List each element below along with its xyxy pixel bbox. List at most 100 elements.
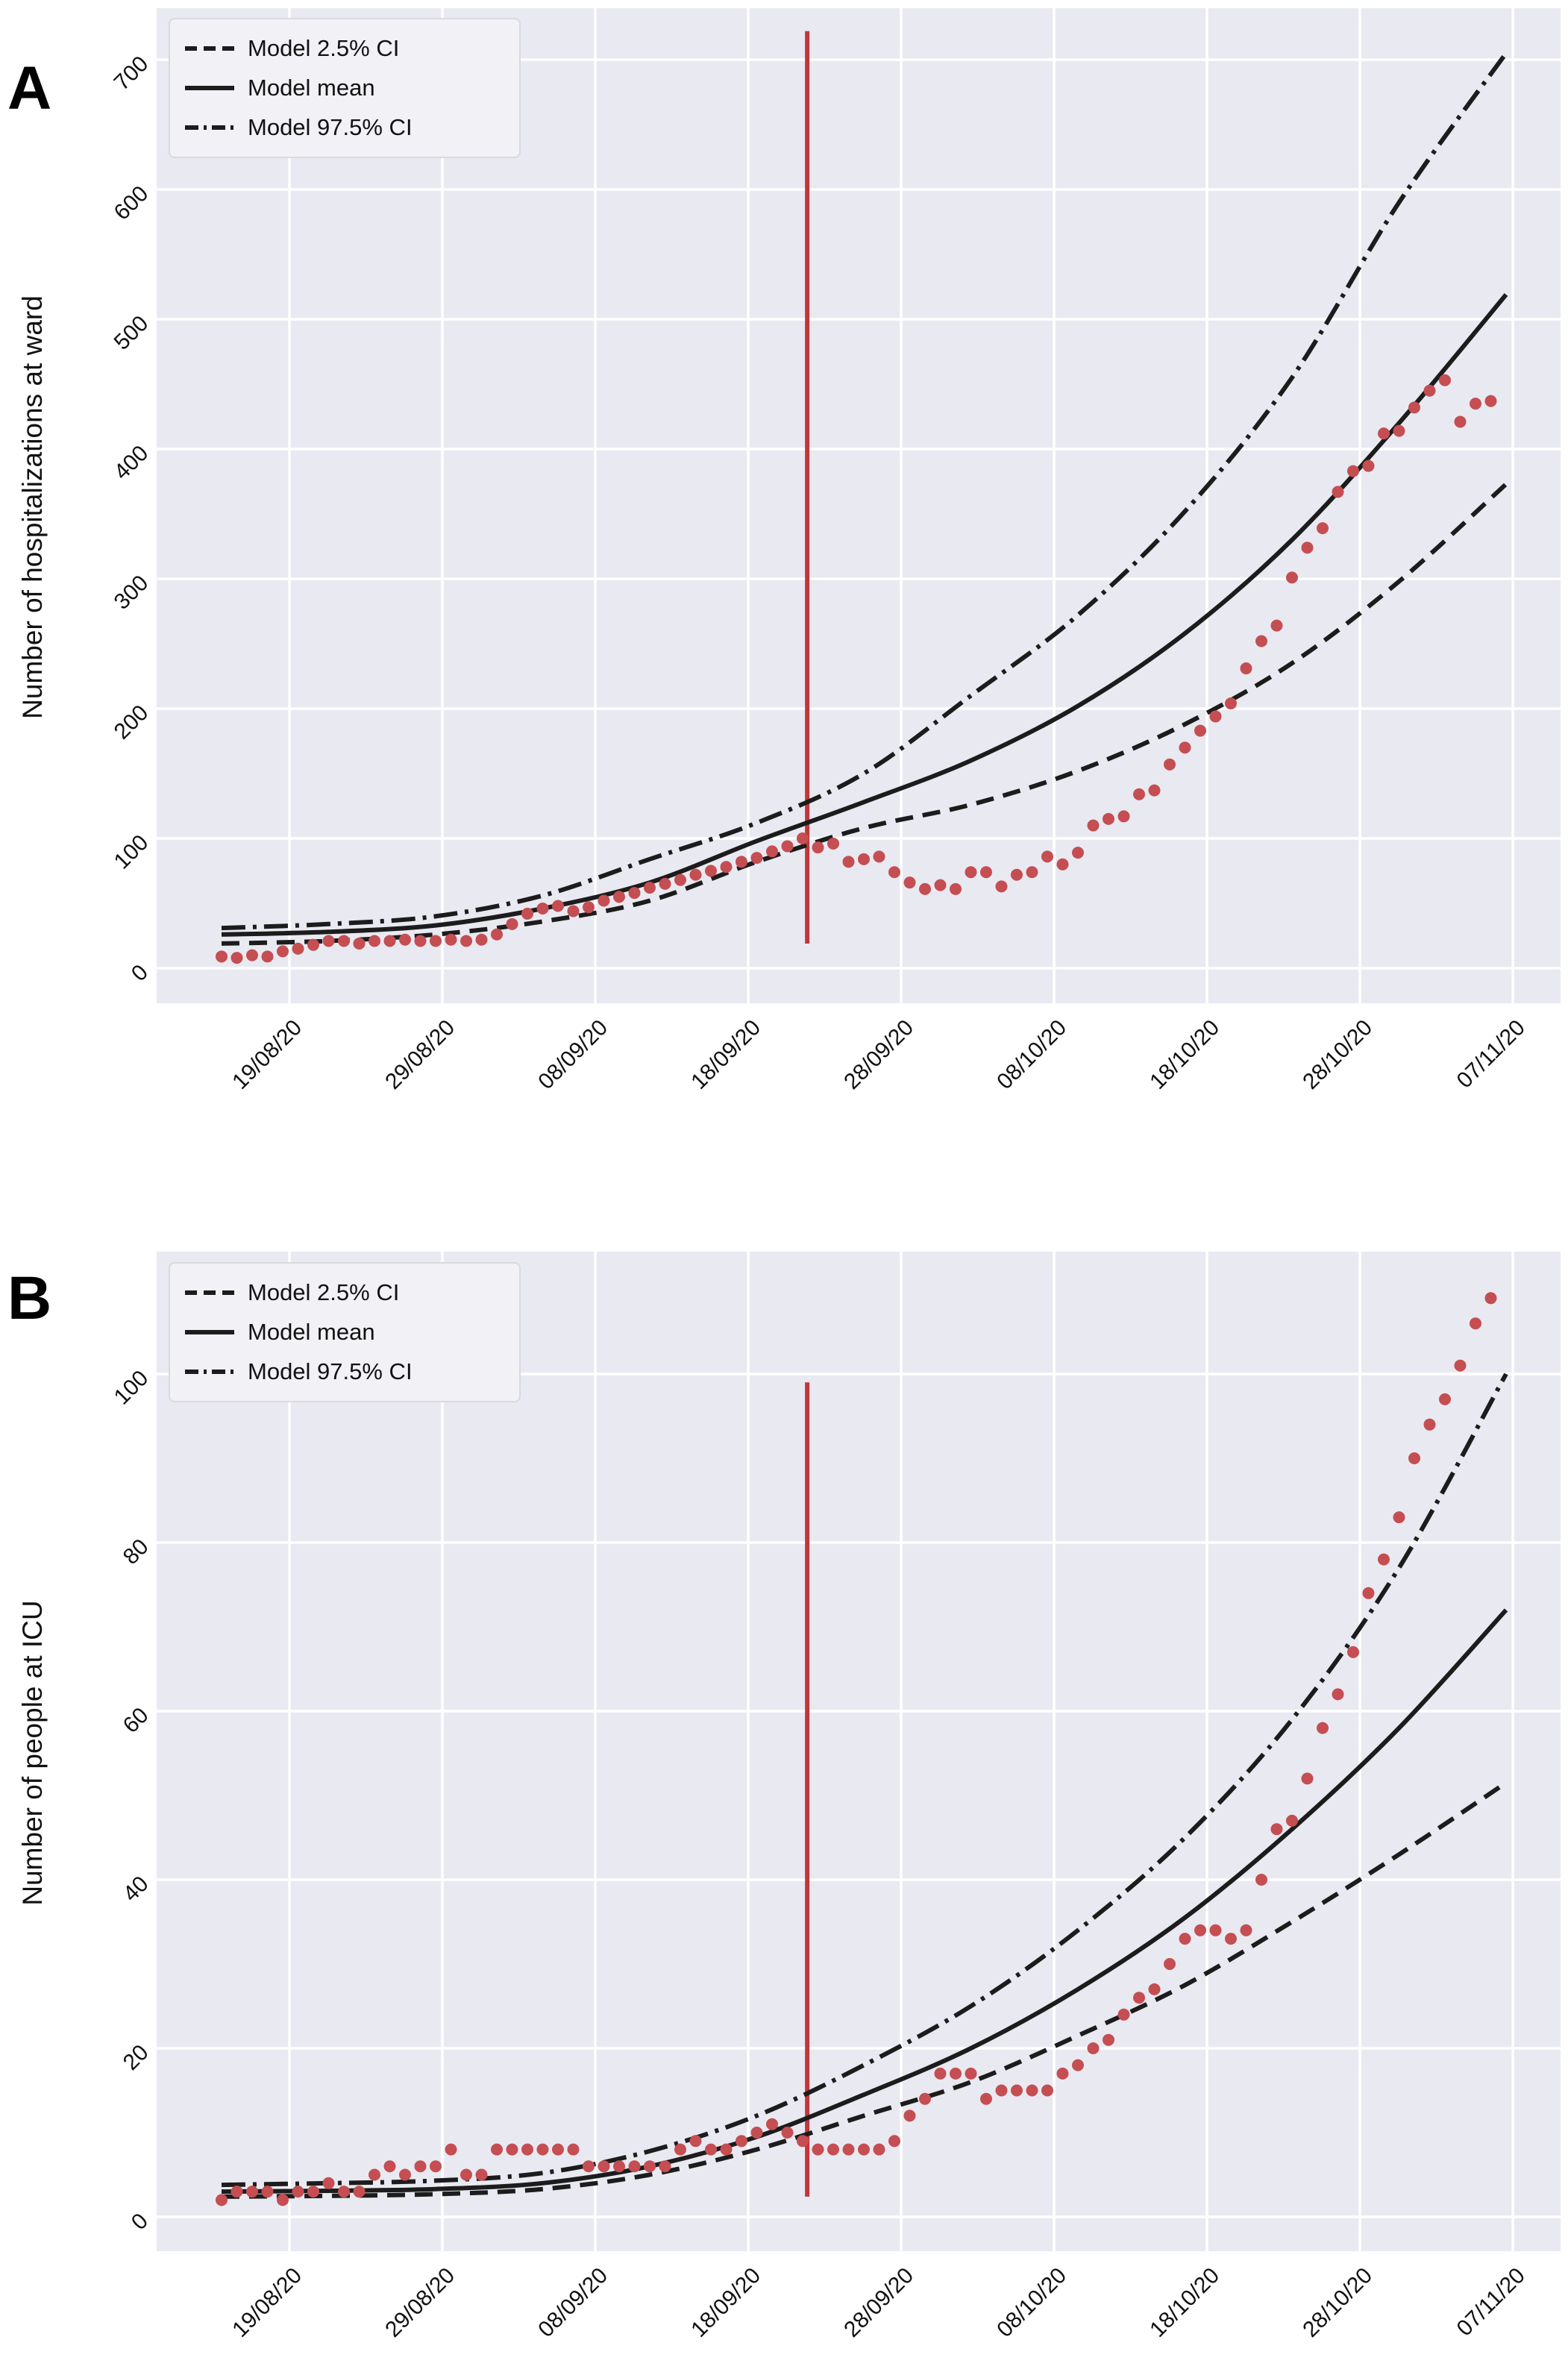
panel-a-chart-svg (157, 8, 1561, 1003)
observation-dot (858, 853, 870, 865)
observation-dot (1286, 571, 1298, 584)
observation-dot (1148, 1983, 1161, 1995)
observation-dot (277, 945, 289, 958)
observation-dot (644, 882, 656, 894)
dashdot-line-icon (185, 125, 234, 130)
observation-dot (720, 2143, 733, 2156)
observation-dot (1408, 401, 1420, 414)
curve-solid (221, 1608, 1508, 2195)
observation-dot (1103, 2033, 1114, 2046)
observation-dot (445, 933, 457, 946)
observation-dot (1072, 2059, 1084, 2071)
observation-dot (1484, 1292, 1497, 1305)
legend-item-model-mean: Model mean (185, 1314, 504, 1351)
y-tick-text: 40 (118, 1871, 154, 1907)
observation-dot (613, 891, 625, 903)
panel-b-chart-svg (157, 1252, 1561, 2251)
observation-dot (383, 2160, 396, 2173)
x-tick-text: 08/10/20 (992, 1015, 1072, 1094)
x-tick-text: 08/10/20 (992, 2263, 1072, 2342)
observation-dot (1301, 1772, 1314, 1785)
observation-dot (965, 866, 977, 879)
observation-dot (1117, 810, 1130, 823)
y-tick-text: 200 (109, 700, 154, 744)
observation-dot (506, 2143, 518, 2156)
observation-dot (1026, 2084, 1038, 2097)
observation-dot (583, 2160, 595, 2173)
observation-dot (903, 876, 916, 889)
observation-dot (246, 2186, 258, 2198)
observation-dot (445, 2143, 457, 2156)
observation-dot (414, 2160, 427, 2173)
observation-dot (1439, 1393, 1451, 1405)
legend-label: Model 2.5% CI (248, 1279, 400, 1305)
observation-dot (934, 879, 947, 891)
observation-dot (628, 887, 641, 900)
dashed-line-icon (185, 1290, 234, 1295)
observation-dot (934, 2067, 947, 2080)
observation-dot (1332, 1688, 1344, 1701)
legend-label: Model mean (248, 1319, 375, 1345)
y-tick-text: 700 (109, 51, 154, 95)
observation-dot (369, 2168, 380, 2181)
observation-dot (1117, 2008, 1130, 2021)
observation-dot (552, 900, 564, 912)
observation-dot (1423, 1418, 1436, 1431)
observation-dot (1209, 710, 1222, 723)
observation-dot (475, 2168, 488, 2181)
x-tick-text: 07/11/20 (1452, 2263, 1531, 2341)
observation-dot (736, 856, 747, 868)
observation-dot (766, 2118, 778, 2130)
observation-dot (797, 2135, 809, 2148)
legend-label: Model mean (248, 75, 375, 101)
observation-dot (1301, 542, 1314, 554)
observation-dot (689, 868, 702, 881)
observation-dot (521, 907, 533, 920)
observation-dot (1179, 1933, 1191, 1945)
observation-dot (1164, 758, 1176, 771)
curve-solid (221, 292, 1508, 937)
observation-dot (1087, 2042, 1100, 2054)
observation-dot (1209, 1924, 1222, 1936)
observation-dot (1470, 1317, 1481, 1330)
observation-dot (1011, 868, 1023, 881)
observation-dot (231, 2186, 243, 2198)
observation-dot (231, 952, 243, 964)
observation-dot (1133, 1992, 1145, 2004)
observation-dot (521, 2143, 533, 2156)
x-tick-text: 19/08/20 (228, 1015, 307, 1094)
observation-dot (736, 2135, 747, 2148)
observation-dot (399, 933, 411, 946)
observation-dot (613, 2160, 625, 2173)
x-tick-text: 28/10/20 (1298, 1015, 1378, 1094)
observation-dot (491, 928, 503, 941)
observation-dot (720, 861, 733, 873)
observation-dot (995, 880, 1008, 893)
observation-dot (674, 2143, 686, 2156)
observation-dot (1026, 866, 1038, 879)
observation-dot (659, 877, 671, 890)
panel-a-letter: A (7, 54, 52, 122)
x-tick-text: 28/09/20 (839, 1015, 919, 1094)
panel-b-legend: Model 2.5% CI Model mean Model 97.5% CI (169, 1262, 521, 1402)
curve-dashed (221, 482, 1508, 946)
observation-dot (644, 2160, 656, 2173)
observation-dot (950, 2067, 962, 2080)
observation-dot (1179, 741, 1191, 754)
x-tick-text: 29/08/20 (380, 2263, 460, 2342)
observation-dot (1225, 1933, 1237, 1945)
observation-dot (858, 2143, 870, 2156)
dashdot-line-icon (185, 1370, 234, 1374)
x-tick-text: 08/09/20 (533, 1015, 613, 1094)
observation-dot (1056, 858, 1069, 870)
observation-dot (277, 2194, 289, 2206)
observation-dot (1347, 1646, 1359, 1658)
observation-dot (1194, 1924, 1206, 1936)
observation-dot (781, 840, 794, 853)
legend-label: Model 97.5% CI (248, 1358, 413, 1384)
observation-dot (995, 2084, 1008, 2097)
observation-dot (1255, 635, 1267, 647)
y-tick-text: 300 (109, 570, 154, 615)
observation-dot (842, 856, 855, 868)
legend-item-model-mean: Model mean (185, 69, 504, 107)
